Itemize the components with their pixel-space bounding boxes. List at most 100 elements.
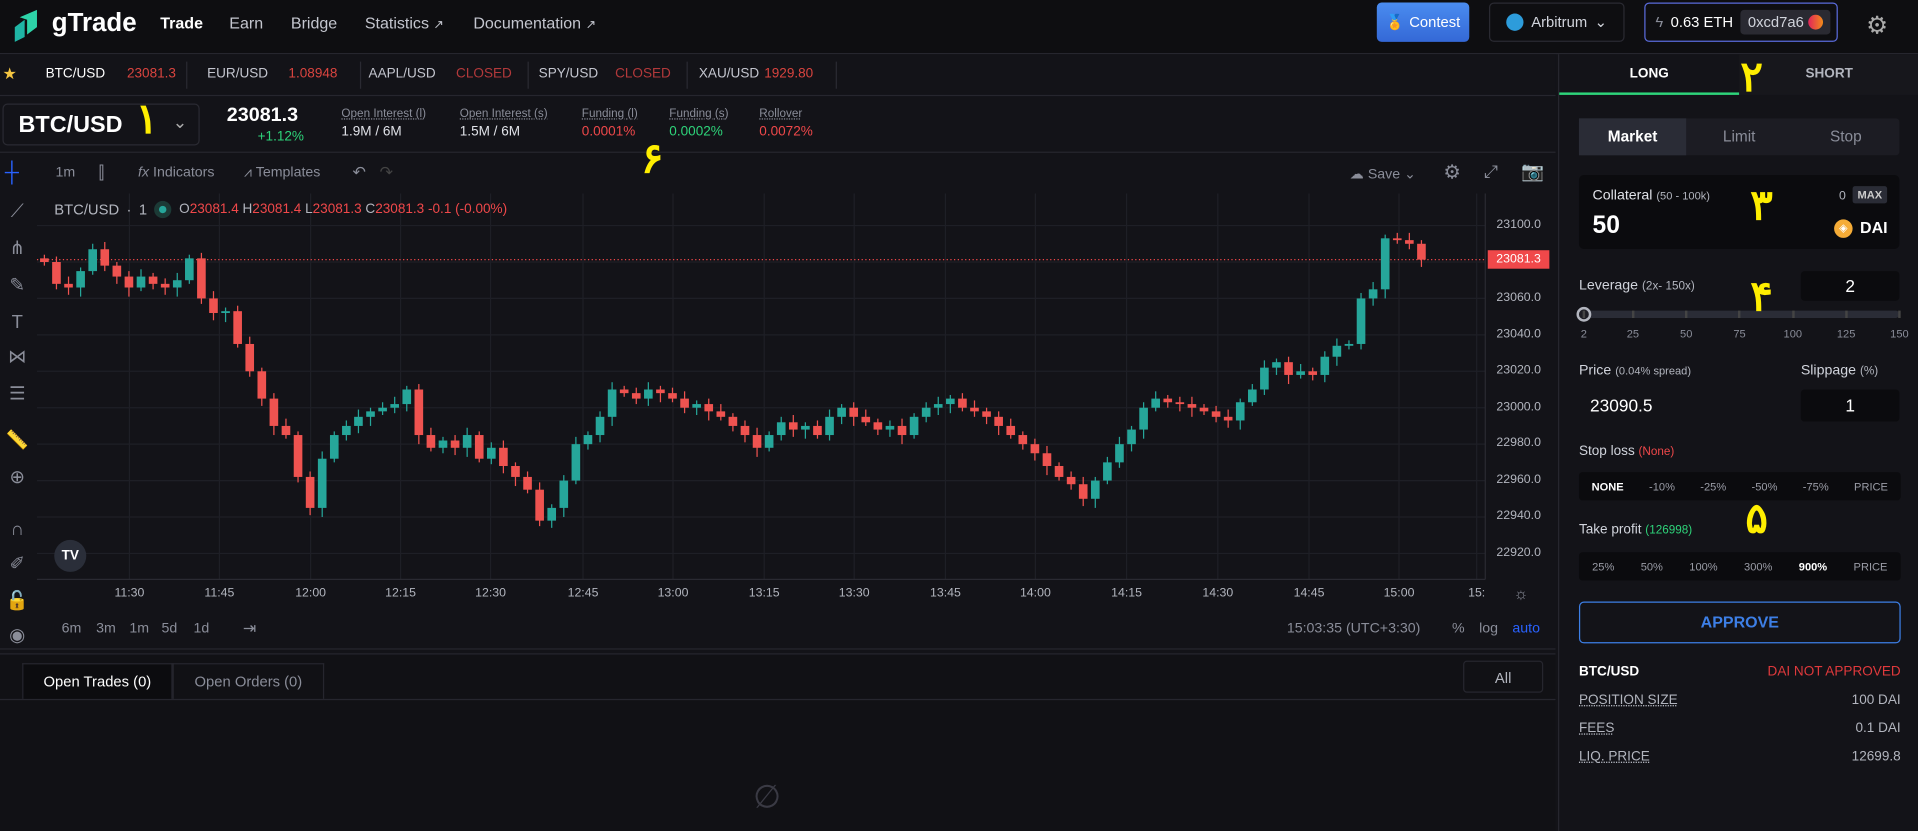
pattern-icon[interactable]: ⋈ bbox=[8, 346, 27, 368]
summary-label[interactable]: LIQ. PRICE bbox=[1578, 749, 1650, 765]
price-chart[interactable] bbox=[0, 193, 1556, 613]
collateral-label: Collateral bbox=[1592, 188, 1653, 204]
tab-short[interactable]: SHORT bbox=[1739, 54, 1918, 95]
approve-button[interactable]: APPROVE bbox=[1578, 601, 1901, 644]
ticker-pair[interactable]: BTC/USD bbox=[45, 66, 106, 82]
candle-type-icon[interactable]: ⫿ bbox=[98, 162, 105, 183]
candle-body bbox=[40, 258, 49, 262]
magnet-icon[interactable]: ∩ bbox=[10, 518, 24, 540]
candle-body bbox=[680, 398, 689, 408]
ruler-icon[interactable]: 📏 bbox=[5, 430, 29, 452]
price-change: +1.12% bbox=[257, 129, 304, 145]
nav-earn[interactable]: Earn bbox=[229, 13, 264, 33]
stop-loss-option[interactable]: -50% bbox=[1751, 480, 1778, 493]
range-button-1m[interactable]: 1m bbox=[129, 621, 150, 637]
lock-drawing-icon[interactable]: ✐ bbox=[9, 553, 25, 575]
save-button[interactable]: ☁ Save ⌄ bbox=[1349, 167, 1416, 183]
summary-label[interactable]: FEES bbox=[1578, 721, 1615, 736]
stop-loss-option[interactable]: -75% bbox=[1802, 480, 1829, 493]
stop-loss-option[interactable]: -25% bbox=[1700, 480, 1727, 493]
log-toggle[interactable]: log bbox=[1479, 621, 1499, 637]
order-type-limit[interactable]: Limit bbox=[1722, 128, 1756, 146]
summary-label[interactable]: POSITION SIZE bbox=[1578, 692, 1678, 708]
candle-body bbox=[1248, 389, 1257, 403]
clock[interactable]: 15:03:35 (UTC+3:30) bbox=[1286, 621, 1421, 637]
pitchfork-icon[interactable]: ⋔ bbox=[9, 237, 25, 259]
summary-value: 0.1 DAI bbox=[1855, 721, 1901, 736]
leverage-slider-track[interactable] bbox=[1583, 310, 1900, 319]
indicators-button[interactable]: fx Indicators bbox=[138, 165, 215, 180]
collateral-field[interactable]: Collateral (50 - 100k) 50 0 MAX ◈ DAI bbox=[1578, 175, 1900, 249]
range-button-3m[interactable]: 3m bbox=[96, 621, 116, 637]
nav-trade[interactable]: Trade bbox=[160, 13, 203, 33]
stat-label[interactable]: Funding (s) bbox=[669, 107, 729, 121]
stat-value: 0.0002% bbox=[669, 124, 723, 140]
candle-body bbox=[329, 435, 339, 459]
tab-long[interactable]: LONG bbox=[1559, 54, 1740, 95]
camera-icon[interactable]: 📷 bbox=[1521, 161, 1545, 183]
nav-statistics[interactable]: Statistics ↗ bbox=[364, 13, 444, 33]
fullscreen-icon[interactable]: ⤢ bbox=[1484, 161, 1498, 182]
tradingview-logo-icon[interactable]: TV bbox=[54, 539, 87, 572]
redo-icon[interactable]: ↷ bbox=[379, 162, 394, 182]
slider-tick bbox=[1791, 310, 1795, 319]
templates-button[interactable]: ⩘ Templates bbox=[244, 165, 321, 180]
zoom-in-icon[interactable]: ⊕ bbox=[9, 467, 25, 489]
interval-button[interactable]: 1m bbox=[55, 165, 76, 180]
take-profit-option[interactable]: 50% bbox=[1640, 560, 1663, 573]
candle-body bbox=[909, 416, 919, 436]
tab-open-orders[interactable]: Open Orders (0) bbox=[172, 663, 325, 699]
take-profit-option[interactable]: 300% bbox=[1744, 560, 1773, 573]
axis-settings-icon[interactable]: ☼ bbox=[1513, 584, 1529, 603]
stat-label[interactable]: Rollover bbox=[759, 107, 803, 121]
max-button[interactable]: MAX bbox=[1852, 186, 1888, 204]
crosshair-icon[interactable]: ┼ bbox=[4, 162, 19, 184]
take-profit-option[interactable]: 25% bbox=[1592, 560, 1615, 573]
filter-all-button[interactable]: All bbox=[1463, 660, 1544, 693]
percent-toggle[interactable]: % bbox=[1452, 621, 1465, 637]
text-icon[interactable]: T bbox=[11, 311, 23, 333]
slippage-input[interactable]: 1 bbox=[1800, 389, 1900, 422]
order-type-stop[interactable]: Stop bbox=[1829, 128, 1862, 146]
auto-toggle[interactable]: auto bbox=[1512, 621, 1540, 637]
fib-icon[interactable]: ☰ bbox=[8, 383, 26, 405]
brush-icon[interactable]: ✎ bbox=[9, 274, 25, 296]
undo-icon[interactable]: ↶ bbox=[352, 162, 366, 182]
nav-documentation[interactable]: Documentation ↗ bbox=[473, 13, 596, 33]
take-profit-option[interactable]: PRICE bbox=[1853, 560, 1888, 573]
order-type-market[interactable]: Market bbox=[1578, 118, 1687, 156]
take-profit-option[interactable]: 100% bbox=[1689, 560, 1718, 573]
collateral-input[interactable]: 50 bbox=[1592, 212, 1620, 240]
chart-settings-icon[interactable]: ⚙ bbox=[1443, 162, 1462, 184]
stat-label[interactable]: Open Interest (l) bbox=[341, 107, 427, 121]
range-button-5d[interactable]: 5d bbox=[161, 621, 178, 637]
stop-loss-option[interactable]: PRICE bbox=[1854, 480, 1888, 493]
leverage-input[interactable]: 2 bbox=[1800, 271, 1900, 301]
contest-button[interactable]: 🏅 Contest bbox=[1376, 2, 1470, 42]
ticker-pair[interactable]: SPY/USD bbox=[538, 66, 599, 82]
stat-label[interactable]: Open Interest (s) bbox=[459, 107, 548, 121]
stat-value: 1.9M / 6M bbox=[341, 124, 402, 140]
pair-selector[interactable]: BTC/USD ⌄ bbox=[2, 103, 200, 146]
stat-label[interactable]: Funding (l) bbox=[581, 107, 638, 121]
settings-gear-icon[interactable]: ⚙ bbox=[1866, 12, 1889, 40]
star-icon[interactable]: ★ bbox=[2, 64, 17, 83]
ticker-pair[interactable]: EUR/USD bbox=[207, 66, 269, 82]
range-button-6m[interactable]: 6m bbox=[61, 621, 82, 637]
wallet-button[interactable]: ϟ 0.63 ETH 0xcd7a6 bbox=[1644, 2, 1838, 42]
eye-icon[interactable]: ◉ bbox=[9, 624, 26, 646]
nav-bridge[interactable]: Bridge bbox=[290, 13, 338, 33]
stop-loss-option[interactable]: NONE bbox=[1591, 480, 1624, 493]
market-info-bar: BTC/USD ⌄ 23081.3 +1.12% Open Interest (… bbox=[0, 96, 1556, 153]
take-profit-option[interactable]: 900% bbox=[1798, 560, 1828, 573]
candle-body bbox=[64, 283, 73, 288]
ticker-pair[interactable]: AAPL/USD bbox=[368, 66, 436, 82]
goto-date-icon[interactable]: ⇥ bbox=[242, 618, 257, 638]
tab-open-trades[interactable]: Open Trades (0) bbox=[22, 663, 173, 699]
range-button-1d[interactable]: 1d bbox=[193, 621, 210, 637]
ticker-pair[interactable]: XAU/USD bbox=[698, 66, 760, 82]
network-selector[interactable]: Arbitrum ⌄ bbox=[1488, 2, 1625, 42]
trend-line-icon[interactable]: ⟋ bbox=[10, 200, 24, 222]
stop-loss-option[interactable]: -10% bbox=[1649, 480, 1675, 493]
lock-icon[interactable]: 🔓 bbox=[5, 590, 29, 612]
